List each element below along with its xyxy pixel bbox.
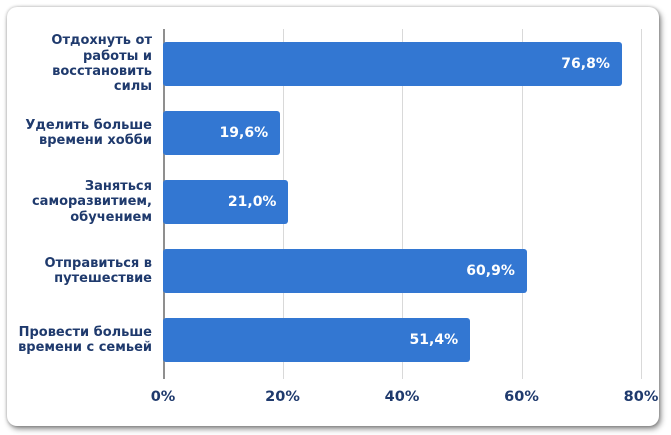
- bar-value-label: 51,4%: [409, 332, 459, 349]
- chart-card: Отдохнуть от работы и восстановить силы 7…: [7, 7, 659, 426]
- gridline: [641, 29, 642, 379]
- bar-track: 76,8%: [163, 41, 641, 86]
- x-tick-label: 80%: [623, 389, 659, 405]
- category-label: Уделить больше времени хобби: [25, 117, 152, 148]
- bar-row: Провести больше времени с семьей 51,4%: [15, 306, 641, 375]
- bar-track: 51,4%: [163, 318, 641, 363]
- horizontal-bar-chart: Отдохнуть от работы и восстановить силы 7…: [15, 29, 659, 411]
- bar: 60,9%: [163, 249, 527, 294]
- x-tick-label: 60%: [504, 389, 539, 405]
- bar-track: 19,6%: [163, 110, 641, 155]
- gridline: [402, 29, 403, 379]
- bar-rows: Отдохнуть от работы и восстановить силы 7…: [15, 29, 641, 375]
- bar: 21,0%: [163, 180, 289, 224]
- category-label: Отправиться в путешествие: [44, 256, 152, 287]
- bar: 19,6%: [163, 110, 281, 155]
- bar: 76,8%: [163, 41, 622, 86]
- bar-track: 21,0%: [163, 180, 641, 224]
- bar-value-label: 60,9%: [466, 263, 515, 280]
- x-tick-label: 40%: [384, 389, 420, 405]
- bar-row: Отдохнуть от работы и восстановить силы 7…: [15, 29, 641, 98]
- bar-value-label: 19,6%: [219, 124, 269, 141]
- category-label: Заняться саморазвитием, обучением: [31, 179, 152, 225]
- x-tick-label: 0%: [150, 389, 176, 405]
- gridline: [521, 29, 523, 379]
- category-label: Провести больше времени с семьей: [18, 325, 152, 356]
- bar-row: Уделить больше времени хобби 19,6%: [15, 98, 641, 167]
- bar-value-label: 76,8%: [561, 55, 610, 72]
- bar: 51,4%: [163, 318, 471, 363]
- bar-track: 60,9%: [163, 249, 641, 294]
- bar-value-label: 21,0%: [227, 194, 277, 210]
- bar-row: Отправиться в путешествие 60,9%: [15, 237, 641, 306]
- x-tick-label: 20%: [265, 389, 300, 405]
- x-axis: 0% 20% 40% 60% 80%: [151, 385, 659, 409]
- category-label: Отдохнуть от работы и восстановить силы: [51, 33, 152, 94]
- bar-row: Заняться саморазвитием, обучением 21,0%: [15, 167, 641, 236]
